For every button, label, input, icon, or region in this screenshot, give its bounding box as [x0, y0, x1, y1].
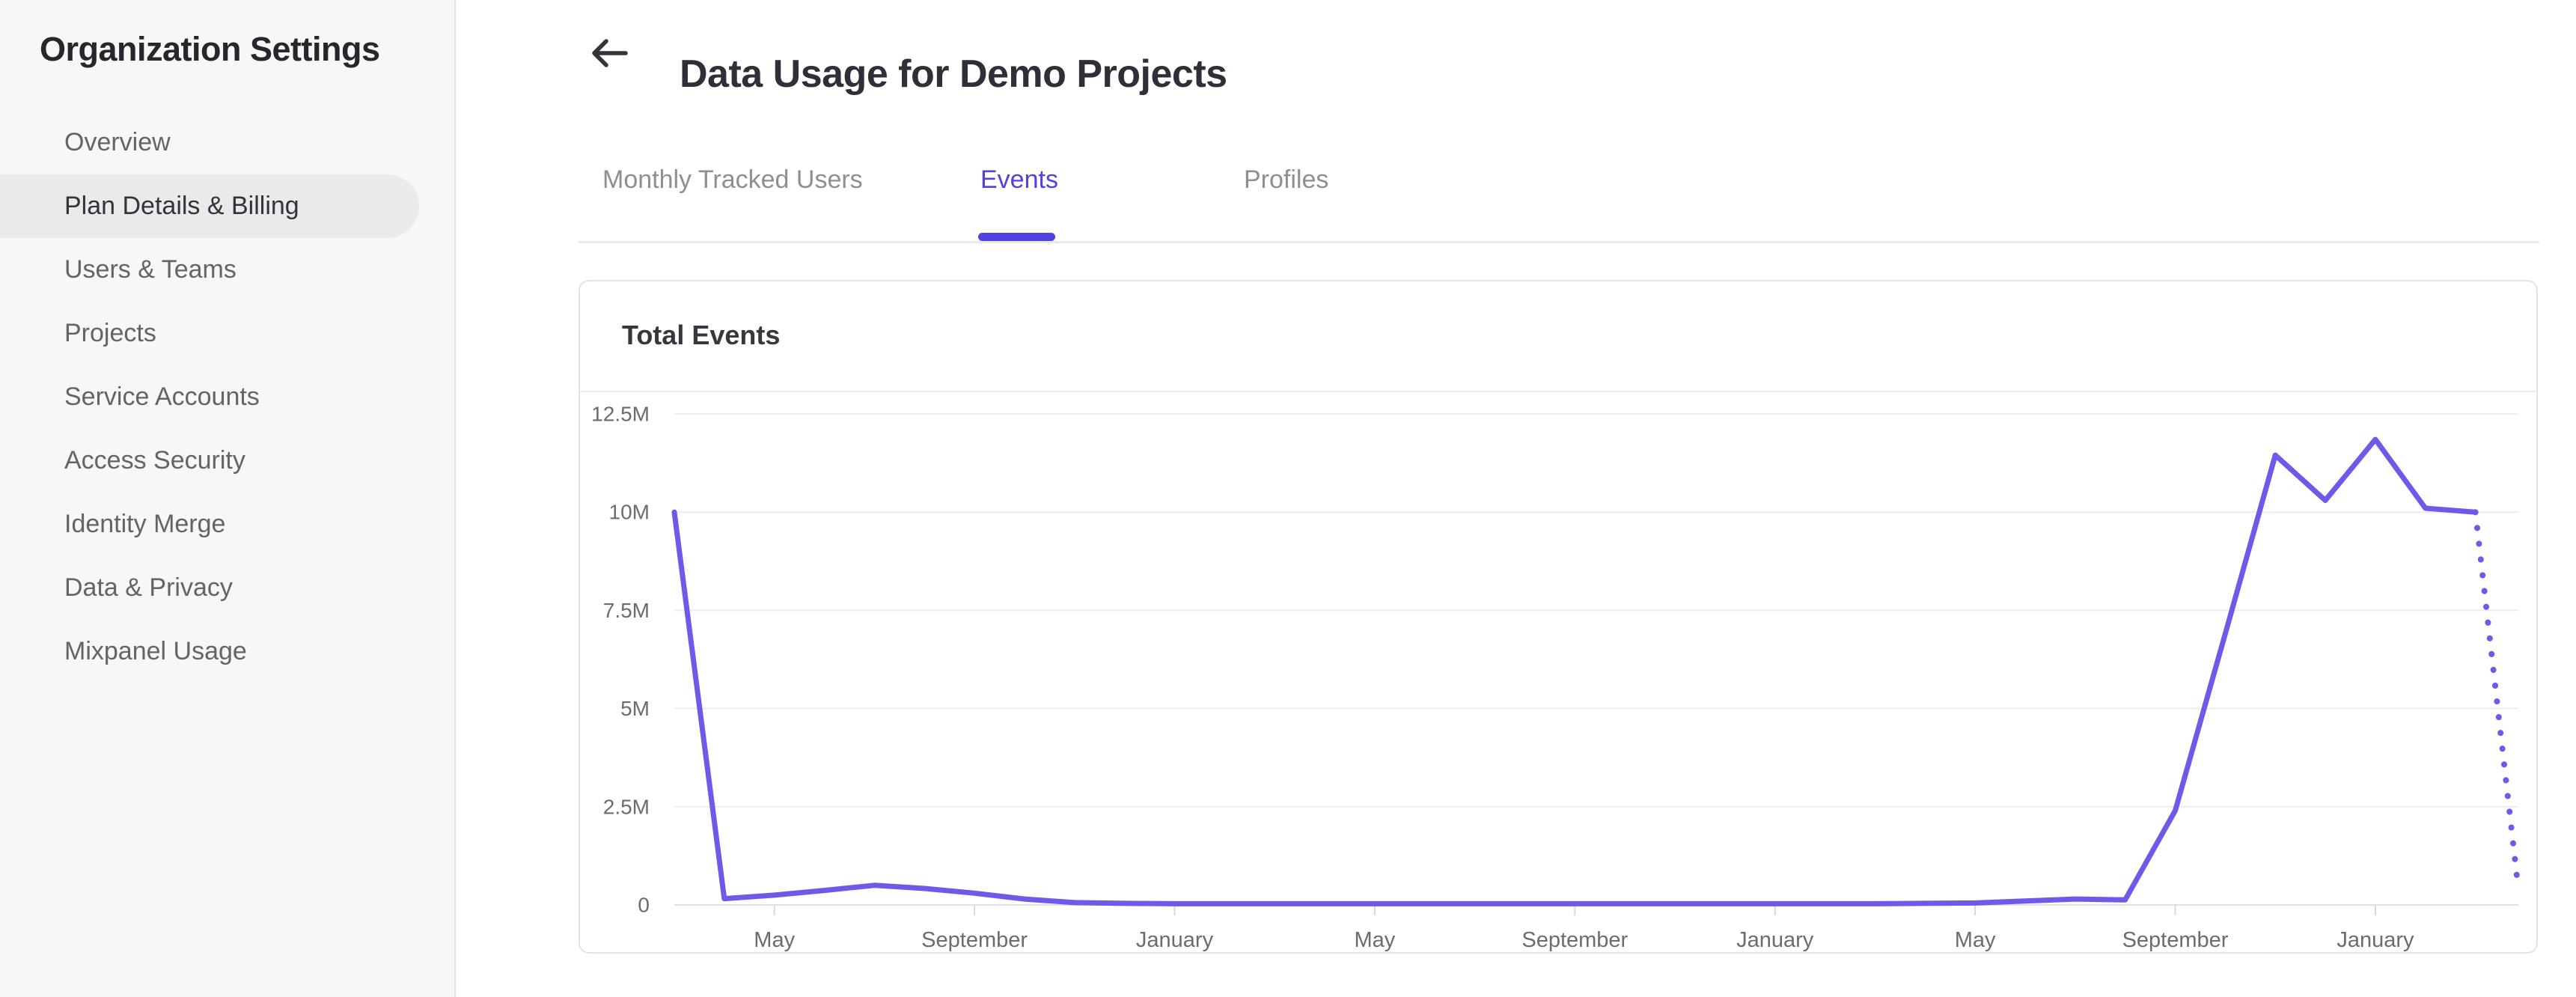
x-tick-label: September: [1522, 928, 1628, 952]
sidebar-title: Organization Settings: [40, 30, 380, 68]
sidebar-item-overview[interactable]: Overview: [64, 128, 171, 156]
sidebar-item-service-accounts[interactable]: Service Accounts: [64, 382, 260, 411]
sidebar-item-plan-details-billing[interactable]: Plan Details & Billing: [0, 174, 419, 238]
x-tick-label: January: [1736, 928, 1814, 952]
chart-projected-line: [2472, 509, 2521, 893]
x-tick-label: May: [754, 928, 795, 952]
back-button[interactable]: [584, 27, 636, 79]
active-tab-underline: [978, 233, 1055, 241]
sidebar-item-projects[interactable]: Projects: [64, 319, 156, 347]
x-tick-label: September: [921, 928, 1028, 952]
x-tick-label: January: [2337, 928, 2414, 952]
y-tick-label: 5M: [620, 697, 650, 720]
y-tick-label: 0: [638, 894, 650, 917]
sidebar-item-data-privacy[interactable]: Data & Privacy: [64, 573, 233, 602]
y-tick-label: 10M: [609, 501, 650, 524]
sidebar-nav: Overview Plan Details & Billing Users & Te…: [0, 111, 454, 683]
total-events-card: Total Events 12.5M 10M 7.5M 5M 2.5M 0 May Septe…: [579, 280, 2538, 954]
y-tick-label: 2.5M: [603, 795, 650, 818]
left-arrow-icon: [592, 39, 628, 67]
settings-sidebar: Organization Settings Overview Plan Detai…: [0, 0, 456, 997]
sidebar-item-access-security[interactable]: Access Security: [64, 446, 245, 475]
card-header-divider: [580, 391, 2536, 392]
tab-monthly-tracked-users[interactable]: Monthly Tracked Users: [602, 165, 863, 194]
tab-events[interactable]: Events: [980, 165, 1058, 194]
y-tick-label: 7.5M: [603, 599, 650, 622]
events-usage-chart: 12.5M 10M 7.5M 5M 2.5M 0 May September January Ma…: [591, 403, 2521, 952]
sidebar-item-users-teams[interactable]: Users & Teams: [64, 255, 236, 284]
page-title: Data Usage for Demo Projects: [680, 52, 1227, 96]
tab-profiles[interactable]: Profiles: [1244, 165, 1329, 194]
chart-line: [671, 436, 2479, 906]
x-tick-label: May: [1955, 928, 1996, 952]
x-tick-label: May: [1355, 928, 1396, 952]
tabs-divider: [579, 241, 2539, 243]
x-tick-label: September: [2122, 928, 2229, 952]
sidebar-item-identity-merge[interactable]: Identity Merge: [64, 510, 226, 538]
x-tick-label: January: [1136, 928, 1214, 952]
chart-title: Total Events: [622, 320, 781, 350]
sidebar-item-mixpanel-usage[interactable]: Mixpanel Usage: [64, 637, 247, 665]
y-tick-label: 12.5M: [591, 403, 650, 426]
